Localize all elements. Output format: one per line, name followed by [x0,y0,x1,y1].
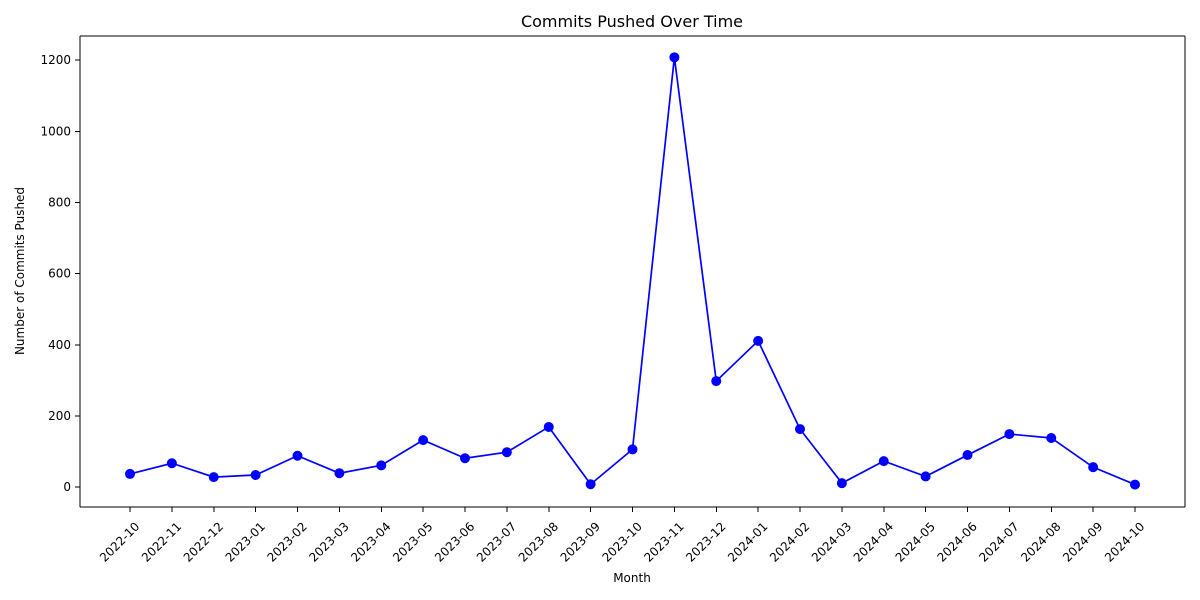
series-layer [125,52,1140,490]
x-tick-label: 2022-12 [181,519,226,564]
data-point [795,424,805,435]
data-point [878,456,889,467]
data-point [1004,429,1015,440]
x-axis-ticks: 2022-102022-112022-122023-012023-022023-… [97,507,1147,565]
x-tick-label: 2023-07 [474,519,519,564]
data-point [418,435,429,446]
x-tick-label: 2023-02 [264,519,309,564]
data-point [250,469,261,480]
data-point [753,335,764,346]
data-point [166,458,177,469]
y-tick-label: 1000 [40,124,71,138]
data-point [543,421,554,432]
data-point [292,450,303,461]
y-axis-ticks: 0 200 400 600 800 1000 1200 [40,53,80,494]
x-tick-label: 2024-09 [1060,519,1105,564]
x-tick-label: 2023-08 [516,519,561,564]
x-tick-label: 2024-03 [809,519,854,564]
data-point [334,468,345,479]
x-tick-label: 2024-07 [976,519,1021,564]
x-tick-label: 2023-12 [683,519,728,564]
data-point [669,52,680,63]
data-point [627,444,638,455]
x-tick-label: 2024-04 [851,519,896,564]
plot-frame [79,35,1186,508]
data-point [501,447,512,458]
y-axis-label: Number of Commits Pushed [13,187,27,355]
data-point [1088,462,1099,473]
y-tick-label: 200 [48,409,71,423]
x-tick-label: 2023-04 [348,519,393,564]
y-tick-label: 600 [48,267,71,281]
data-point [1046,432,1057,443]
x-tick-label: 2024-08 [1018,519,1063,564]
y-tick-label: 400 [48,338,71,352]
x-tick-label: 2022-11 [139,519,184,564]
x-tick-label: 2023-01 [223,519,268,564]
data-point [920,471,931,482]
x-tick-label: 2024-02 [767,519,812,564]
data-point [460,453,470,464]
data-point [125,468,135,479]
x-tick-label: 2023-09 [558,519,603,564]
x-tick-label: 2024-01 [725,519,770,564]
data-point [376,460,387,471]
y-tick-label: 1200 [40,53,71,67]
y-tick-label: 0 [63,480,71,494]
x-tick-label: 2023-11 [641,519,686,564]
x-tick-label: 2023-06 [432,519,477,564]
x-tick-label: 2024-06 [934,519,979,564]
data-point [962,450,973,461]
series-line-1 [129,57,1136,486]
chart-title: Commits Pushed Over Time [521,12,743,31]
data-point [711,376,722,387]
x-tick-label: 2023-10 [599,519,644,564]
data-point [1130,479,1140,490]
data-point [836,478,847,489]
x-tick-label: 2024-05 [893,519,938,564]
x-tick-label: 2023-03 [306,519,351,564]
x-tick-label: 2022-10 [97,519,142,564]
x-axis-label: Month [613,571,651,585]
x-tick-label: 2023-05 [390,519,435,564]
y-tick-label: 800 [48,195,71,209]
data-point [585,479,596,490]
x-tick-label: 2024-10 [1102,519,1147,564]
data-point [208,472,219,483]
